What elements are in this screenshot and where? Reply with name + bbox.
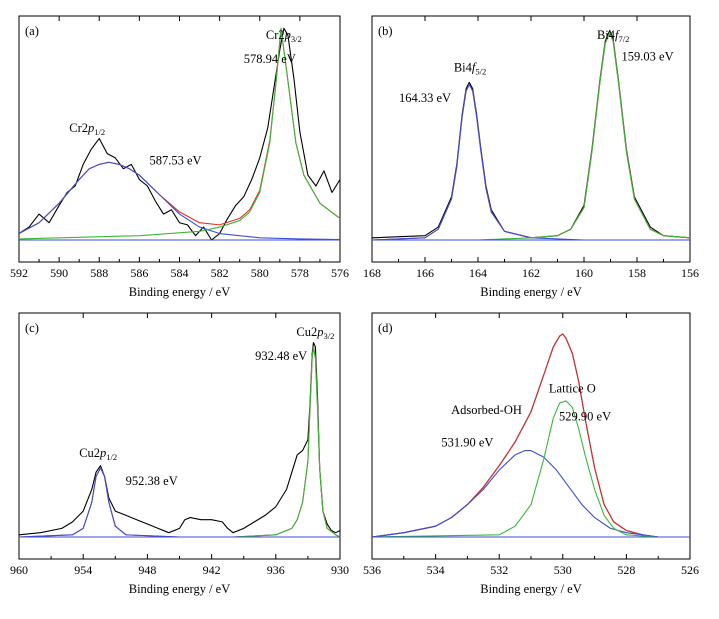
panel-a-xtick-label: 586	[130, 266, 148, 280]
panel-d-label: (d)	[378, 321, 393, 335]
panel-c-xtick-label: 930	[331, 563, 349, 577]
panel-a-xlabel: Binding energy / eV	[129, 285, 231, 299]
panel-d-series-envelope	[371, 333, 690, 538]
panel-c-series-envelope	[18, 346, 341, 538]
panel-d-annotation-adsorbed-oh: Adsorbed-OH	[451, 403, 522, 417]
panel-d-annotation-lattice-o-energy: 529.90 eV	[559, 409, 611, 423]
annotation-orbital: p	[316, 325, 323, 339]
panel-b-annotation-bi4f52: Bi4f5/2	[454, 61, 486, 77]
annotation-orbital: p	[284, 28, 291, 42]
panel-b-series-envelope	[371, 32, 691, 241]
panel-a-xtick-label: 578	[291, 266, 309, 280]
panel-d-annotation-adsorbed-oh-energy: 531.90 eV	[441, 435, 493, 449]
panel-c: 960 954 948 942 936 930 Binding energy / eV (c)…	[10, 312, 349, 596]
panel-d-xtick-label: 528	[617, 563, 635, 577]
annotation-subscript: 1/2	[94, 127, 105, 137]
panel-c-label: (c)	[25, 321, 39, 335]
panel-a-annotation-cr2p12-energy: 587.53 eV	[149, 153, 201, 167]
panel-a-xtick-label: 576	[331, 266, 349, 280]
panel-c-xtick-label: 954	[74, 563, 92, 577]
panel-d-series-raw	[371, 333, 690, 538]
panel-d-xtick-label: 534	[427, 563, 445, 577]
panel-a-annotation-cr2p12: Cr2p1/2	[69, 121, 105, 137]
annotation-subscript: 5/2	[475, 67, 486, 77]
annotation-main: Cr2	[266, 28, 285, 42]
annotation-subscript: 7/2	[618, 34, 629, 44]
panel-c-series-peak-fit-cu2p12	[18, 467, 340, 538]
panel-a-series-raw	[18, 27, 341, 241]
panel-c-annotation-cu2p12: Cu2p1/2	[79, 446, 117, 462]
panel-b-xlabel: Binding energy / eV	[480, 285, 582, 299]
panel-a-xtick-label: 588	[90, 266, 108, 280]
panel-d-annotation-lattice-o: Lattice O	[549, 381, 596, 395]
panel-a-xtick-label: 590	[50, 266, 68, 280]
panel-b-series-peak-fit-bi4f52	[371, 83, 690, 241]
panel-a-xtick-label: 582	[211, 266, 229, 280]
panel-a: 592 590 588 586 584 582 580 578 576 Binding energ…	[10, 15, 349, 299]
panel-d-xlabel: Binding energy / eV	[480, 582, 582, 596]
panel-b-xtick-label: 158	[628, 266, 646, 280]
panel-a-xtick-label: 584	[171, 266, 189, 280]
panel-b-xtick-label: 164	[469, 266, 487, 280]
panel-b-annotation-bi4f52-energy: 164.33 eV	[399, 91, 451, 105]
annotation-subscript: 1/2	[106, 452, 117, 462]
panel-b: 168 166 164 162 160 158 156 Binding energy / eV…	[363, 15, 699, 299]
panel-a-series-peak-fit-cr2p32	[18, 27, 341, 240]
annotation-subscript: 3/2	[291, 34, 302, 44]
panel-a-series-peak-fit-cr2p12	[18, 161, 341, 241]
panel-d-series-peak-fit-adsorbedoh	[371, 450, 690, 538]
annotation-orbital: f	[472, 61, 477, 75]
panel-b-xtick-label: 156	[681, 266, 699, 280]
panel-c-xlabel: Binding energy / eV	[129, 582, 231, 596]
panel-b-annotation-bi4f72-energy: 159.03 eV	[622, 50, 674, 64]
panel-a-label: (a)	[25, 24, 39, 38]
panel-d-xtick-label: 530	[554, 563, 572, 577]
annotation-main: Cu2	[79, 446, 100, 460]
panel-d-frame	[371, 312, 691, 560]
panel-b-annotation-bi4f72: Bi4f7/2	[597, 28, 629, 44]
panel-d-xtick-label: 532	[490, 563, 508, 577]
panel-a-annotation-cr2p32: Cr2p3/2	[266, 28, 302, 44]
panel-d-xtick-label: 536	[363, 563, 381, 577]
annotation-main: Bi4	[597, 28, 616, 42]
panel-b-xtick-label: 168	[363, 266, 381, 280]
panel-c-xtick-label: 960	[10, 563, 28, 577]
panel-a-xtick-label: 580	[251, 266, 269, 280]
panel-d-series-peak-fit-latticeo	[371, 400, 690, 538]
annotation-subscript: 3/2	[323, 331, 334, 341]
panel-d-xtick-label: 526	[681, 563, 699, 577]
panel-b-xtick-label: 160	[575, 266, 593, 280]
panel-c-annotation-cu2p32-energy: 932.48 eV	[255, 349, 307, 363]
panel-b-label: (b)	[378, 24, 393, 38]
annotation-main: Bi4	[454, 61, 473, 75]
panel-c-series-raw	[18, 342, 341, 536]
annotation-main: Cu2	[296, 325, 317, 339]
panel-c-xtick-label: 942	[203, 563, 221, 577]
panel-c-annotation-cu2p32: Cu2p3/2	[296, 325, 334, 341]
panel-c-annotation-cu2p12-energy: 952.38 eV	[126, 474, 178, 488]
annotation-orbital: p	[99, 446, 106, 460]
panel-a-xtick-label: 592	[10, 266, 28, 280]
annotation-orbital: p	[87, 121, 94, 135]
panel-b-xtick-label: 162	[522, 266, 540, 280]
panel-b-series-peak-fit-bi4f72	[372, 32, 691, 241]
panel-c-xtick-label: 948	[138, 563, 156, 577]
annotation-main: Cr2	[69, 121, 88, 135]
panel-b-xtick-label: 166	[416, 266, 434, 280]
panel-c-xtick-label: 936	[267, 563, 285, 577]
panel-d: 536 534 532 530 528 526 Binding energy / eV (d)…	[363, 312, 699, 596]
panel-a-annotation-cr2p32-energy: 578.94 eV	[244, 52, 296, 66]
annotation-orbital: f	[615, 28, 620, 42]
panel-c-series-peak-fit-cu2p32	[19, 346, 341, 538]
